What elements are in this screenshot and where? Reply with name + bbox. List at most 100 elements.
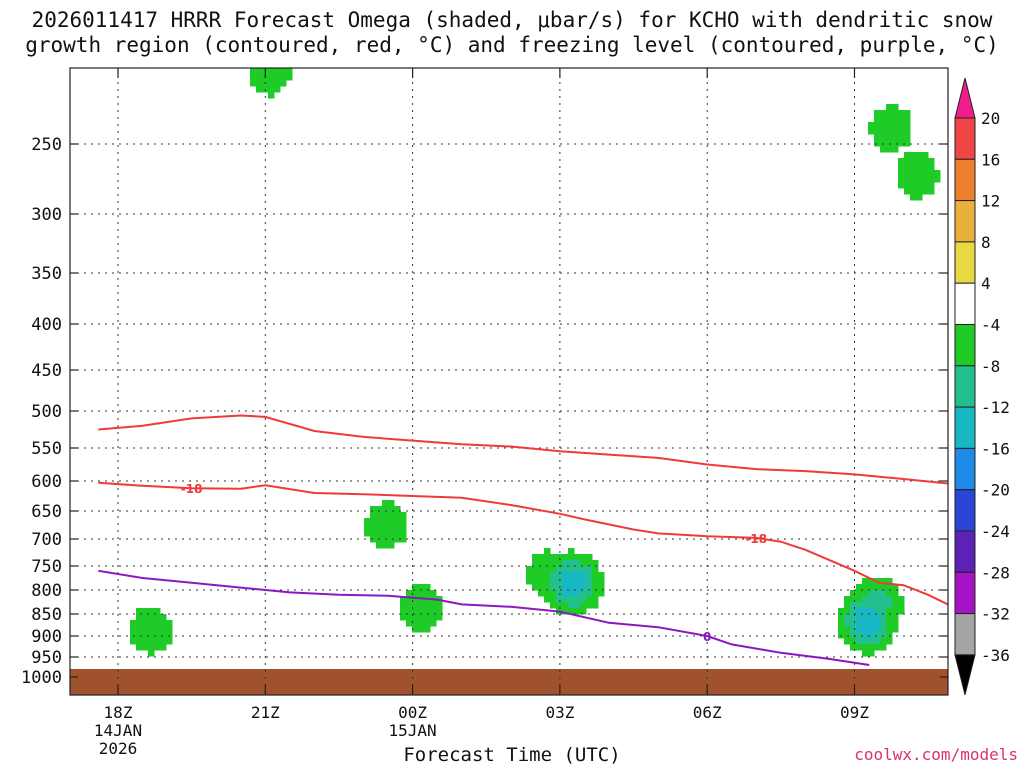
omega-cell: [550, 572, 557, 579]
omega-cell: [874, 644, 881, 651]
y-tick-label: 1000: [21, 668, 62, 688]
omega-cell: [274, 80, 281, 87]
omega-cell: [868, 620, 875, 627]
omega-cell: [382, 512, 389, 519]
omega-cell: [544, 548, 551, 555]
omega-cell: [880, 620, 887, 627]
omega-cell: [250, 74, 257, 81]
omega-cell: [904, 116, 911, 123]
omega-cell: [880, 584, 887, 591]
x-tick-label: 00Z: [398, 703, 427, 722]
colorbar-label: -20: [981, 481, 1010, 500]
omega-cell: [844, 638, 851, 645]
omega-cell: [892, 122, 899, 129]
omega-cell: [160, 632, 167, 639]
omega-cell: [880, 134, 887, 141]
colorbar-swatch: [954, 613, 976, 656]
omega-cell: [868, 650, 875, 657]
omega-cell: [268, 80, 275, 87]
omega-cell: [376, 512, 383, 519]
omega-cell: [376, 524, 383, 531]
omega-cell: [862, 644, 869, 651]
omega-cell: [562, 590, 569, 597]
omega-cell: [886, 626, 893, 633]
omega-cell: [910, 164, 917, 171]
omega-cell: [856, 638, 863, 645]
omega-cell: [838, 632, 845, 639]
omega-cell: [880, 644, 887, 651]
y-tick-label: 950: [31, 648, 62, 668]
omega-cell: [406, 608, 413, 615]
omega-cell: [916, 170, 923, 177]
omega-cell: [868, 608, 875, 615]
omega-cell: [874, 584, 881, 591]
omega-cell: [412, 584, 419, 591]
omega-cell: [268, 68, 275, 75]
y-tick-label: 900: [31, 627, 62, 647]
omega-cell: [280, 68, 287, 75]
omega-cell: [418, 602, 425, 609]
omega-cell: [370, 524, 377, 531]
omega-cell: [532, 578, 539, 585]
ground-fill: [70, 669, 948, 695]
omega-cell: [856, 596, 863, 603]
omega-cell: [544, 578, 551, 585]
omega-cell: [250, 68, 257, 75]
omega-cell: [904, 122, 911, 129]
omega-cell: [388, 536, 395, 543]
omega-cell: [256, 80, 263, 87]
omega-cell: [430, 620, 437, 627]
omega-cell: [862, 632, 869, 639]
omega-cell: [364, 518, 371, 525]
omega-cell: [586, 590, 593, 597]
omega-cell: [556, 572, 563, 579]
omega-cell: [580, 572, 587, 579]
omega-cell: [916, 194, 923, 201]
omega-cell: [910, 158, 917, 165]
omega-cell: [556, 578, 563, 585]
site-credit[interactable]: coolwx.com/models: [854, 745, 1018, 764]
omega-cell: [406, 590, 413, 597]
omega-cell: [844, 620, 851, 627]
omega-cell: [250, 80, 257, 87]
omega-cell: [148, 650, 155, 657]
omega-cell: [562, 596, 569, 603]
omega-cell: [556, 596, 563, 603]
colorbar-swatch: [954, 241, 976, 284]
omega-cell: [886, 122, 893, 129]
omega-cell: [898, 170, 905, 177]
omega-cell: [394, 530, 401, 537]
omega-cell: [856, 620, 863, 627]
omega-cell: [532, 572, 539, 579]
omega-cell: [400, 608, 407, 615]
omega-cell: [598, 572, 605, 579]
omega-cell: [418, 584, 425, 591]
omega-cell: [580, 584, 587, 591]
omega-cell: [844, 596, 851, 603]
omega-cell: [886, 104, 893, 111]
omega-cell: [886, 584, 893, 591]
colorbar-label: -12: [981, 398, 1010, 417]
omega-cell: [382, 530, 389, 537]
omega-cell: [904, 170, 911, 177]
omega-cell: [424, 602, 431, 609]
y-tick-label: 550: [31, 439, 62, 459]
colorbar-label: -24: [981, 522, 1010, 541]
omega-cell: [406, 620, 413, 627]
omega-cell: [886, 110, 893, 117]
omega-cell: [574, 596, 581, 603]
omega-cell: [886, 128, 893, 135]
colorbar-swatch: [954, 200, 976, 243]
omega-cell: [928, 188, 935, 195]
omega-cell: [142, 620, 149, 627]
omega-cell: [886, 146, 893, 153]
omega-cell: [574, 578, 581, 585]
omega-cell: [904, 182, 911, 189]
omega-cell: [568, 554, 575, 561]
omega-cell: [370, 506, 377, 513]
omega-cell: [904, 188, 911, 195]
omega-cell: [532, 554, 539, 561]
omega-cell: [526, 578, 533, 585]
omega-cell: [430, 608, 437, 615]
omega-cell: [544, 554, 551, 561]
